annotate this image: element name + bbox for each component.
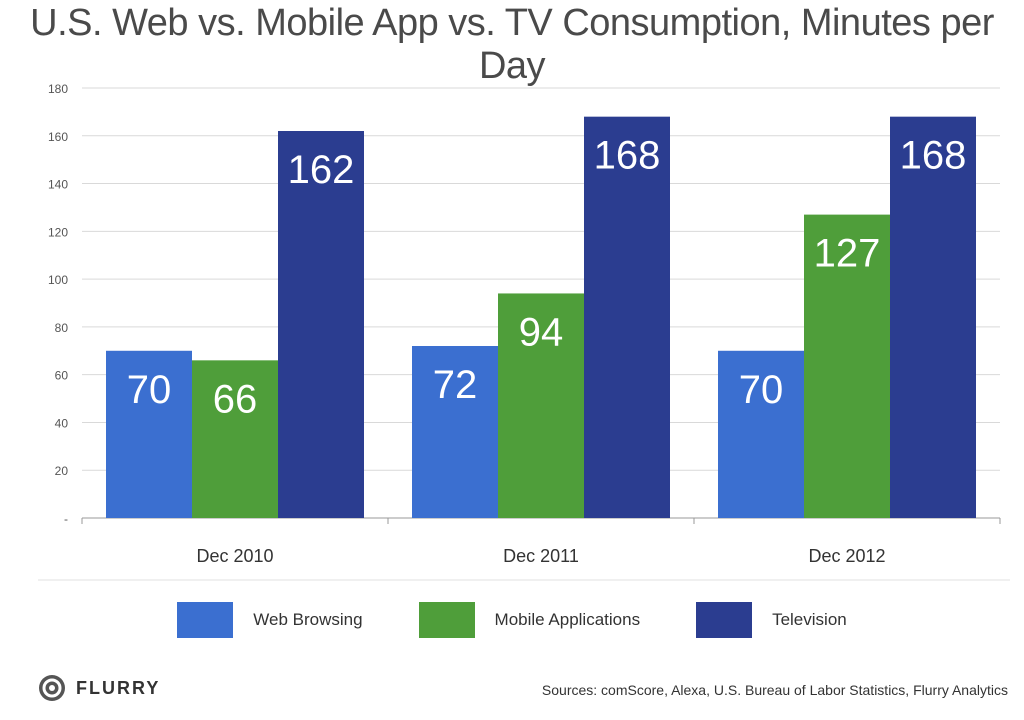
bar	[804, 214, 890, 518]
bar	[192, 360, 278, 518]
bar	[718, 350, 804, 518]
bar	[584, 116, 670, 519]
data-label: 66	[213, 377, 258, 421]
legend-swatch-mobile	[418, 602, 475, 638]
data-label: 70	[739, 368, 784, 412]
bar	[498, 293, 584, 518]
data-label: 72	[433, 363, 478, 407]
data-label: 94	[519, 310, 564, 354]
data-label: 162	[288, 148, 355, 192]
legend-swatch-tv	[696, 602, 753, 638]
bar	[106, 350, 192, 518]
flurry-logo: FLURRY	[38, 674, 160, 702]
sources-note: Sources: comScore, Alexa, U.S. Bureau of…	[541, 682, 1008, 698]
flurry-logo-icon	[39, 675, 65, 701]
legend-swatch-web	[177, 602, 234, 638]
y-tick-label: 80	[55, 321, 69, 335]
y-tick-label: 40	[55, 416, 69, 430]
y-tick-label: 100	[48, 273, 68, 287]
bar	[412, 346, 498, 518]
legend: Web Browsing Mobile Applications Televis…	[0, 602, 1024, 638]
y-tick-label: 60	[55, 369, 69, 383]
chart-title: U.S. Web vs. Mobile App vs. TV Consumpti…	[30, 2, 994, 87]
data-label: 168	[594, 134, 661, 178]
legend-label-web: Web Browsing	[253, 610, 363, 629]
x-tick-label: Dec 2012	[808, 546, 885, 566]
y-tick-label: 120	[48, 225, 68, 239]
y-tick-label: 180	[48, 82, 68, 96]
y-tick-label: 20	[55, 464, 69, 478]
x-tick-label: Dec 2010	[196, 546, 273, 566]
data-label: 168	[900, 134, 967, 178]
y-tick-label: -	[64, 512, 68, 526]
bar	[890, 116, 976, 519]
bar-chart: - 20 40 60 80 100 120 140 160 180 70 66 162 Dec 2010 7…	[38, 82, 1010, 581]
data-label: 127	[814, 232, 881, 276]
legend-item-tv: Television	[696, 602, 847, 638]
x-tick-label: Dec 2011	[503, 546, 579, 566]
legend-item-web: Web Browsing	[177, 602, 363, 638]
legend-item-mobile: Mobile Applications	[418, 602, 641, 638]
y-tick-label: 160	[48, 130, 68, 144]
data-label: 70	[127, 368, 172, 412]
y-tick-label: 140	[48, 178, 68, 192]
legend-label-mobile: Mobile Applications	[494, 610, 641, 629]
flurry-logo-text: FLURRY	[76, 677, 161, 698]
bar	[278, 131, 364, 518]
legend-label-tv: Television	[772, 610, 847, 629]
